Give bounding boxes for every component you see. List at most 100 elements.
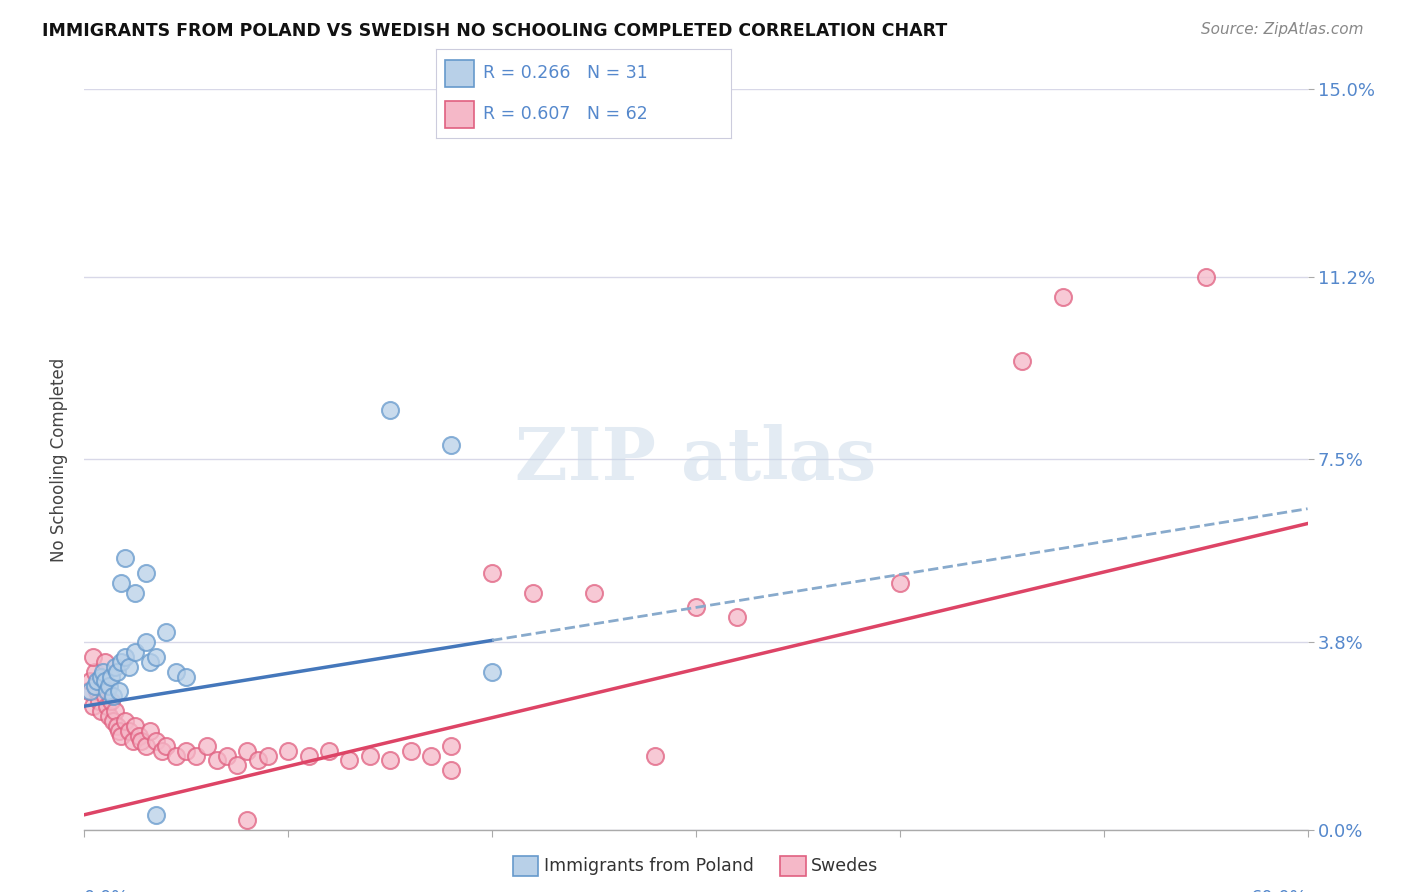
Text: R = 0.266   N = 31: R = 0.266 N = 31 (484, 64, 648, 82)
Point (205, 754, 228, 768)
Point (83, 680, 105, 694)
Point (1195, 269, 1218, 284)
Point (96, 699, 118, 714)
Point (131, 733, 153, 747)
Point (380, 754, 402, 768)
Point (96, 684, 118, 698)
Point (644, 748, 666, 763)
Point (440, 764, 463, 778)
Point (318, 743, 340, 757)
Point (101, 690, 124, 704)
Point (101, 714, 124, 728)
Point (118, 723, 141, 738)
Point (583, 585, 606, 599)
Point (108, 684, 131, 698)
Point (420, 748, 443, 763)
Point (79, 684, 101, 698)
Point (440, 739, 463, 753)
Point (93, 690, 115, 704)
Point (90, 669, 112, 683)
Point (110, 575, 132, 590)
Point (195, 739, 218, 753)
Point (87, 694, 110, 708)
Point (105, 665, 128, 679)
Point (91, 665, 114, 679)
Point (277, 743, 299, 757)
Point (1011, 353, 1033, 368)
Bar (444, 60, 474, 87)
Point (165, 748, 187, 763)
Text: 60.0%: 60.0% (1251, 888, 1308, 892)
Point (122, 733, 145, 747)
Point (110, 729, 132, 743)
Point (359, 748, 381, 763)
Point (110, 655, 132, 669)
Text: ZIP atlas: ZIP atlas (516, 424, 876, 495)
Point (97, 709, 120, 723)
Point (174, 669, 197, 683)
Point (82, 649, 104, 664)
Point (100, 694, 122, 708)
Point (685, 600, 707, 615)
Text: IMMIGRANTS FROM POLAND VS SWEDISH NO SCHOOLING COMPLETED CORRELATION CHART: IMMIGRANTS FROM POLAND VS SWEDISH NO SCH… (42, 22, 948, 40)
Point (93, 674, 115, 689)
Point (145, 807, 167, 822)
Point (93, 655, 115, 669)
Text: Swedes: Swedes (811, 857, 879, 875)
Point (82, 699, 104, 714)
Point (298, 748, 321, 763)
Point (236, 813, 259, 827)
Point (135, 635, 157, 649)
Point (145, 733, 167, 747)
Point (440, 437, 463, 451)
Point (481, 665, 503, 679)
Point (135, 739, 157, 753)
Point (108, 723, 131, 738)
Point (380, 403, 402, 417)
Point (725, 610, 748, 624)
Point (889, 575, 911, 590)
Point (104, 704, 127, 718)
Point (481, 566, 503, 580)
Point (114, 551, 136, 566)
Point (257, 748, 280, 763)
Point (165, 665, 187, 679)
Text: Immigrants from Poland: Immigrants from Poland (544, 857, 754, 875)
Point (86, 674, 108, 689)
Point (174, 743, 197, 757)
Text: 0.0%: 0.0% (84, 888, 129, 892)
Point (97, 680, 120, 694)
Point (522, 585, 544, 599)
Point (399, 743, 422, 757)
Point (83, 665, 105, 679)
Y-axis label: No Schooling Completed: No Schooling Completed (51, 358, 69, 561)
Point (155, 625, 177, 640)
Point (124, 585, 146, 599)
Point (114, 714, 136, 728)
Point (1052, 289, 1074, 303)
Point (104, 659, 127, 673)
Point (217, 748, 239, 763)
Text: R = 0.607   N = 62: R = 0.607 N = 62 (484, 105, 648, 123)
Point (86, 684, 108, 698)
Point (100, 669, 122, 683)
Point (226, 758, 249, 772)
Point (124, 645, 146, 659)
Point (138, 655, 160, 669)
Point (90, 704, 112, 718)
Text: Source: ZipAtlas.com: Source: ZipAtlas.com (1201, 22, 1364, 37)
Point (79, 674, 101, 689)
Point (155, 739, 177, 753)
Point (138, 723, 160, 738)
Bar (444, 101, 474, 128)
Point (114, 649, 136, 664)
Point (246, 754, 269, 768)
Point (186, 748, 208, 763)
Point (145, 649, 167, 664)
Point (118, 659, 141, 673)
Point (91, 680, 114, 694)
Point (339, 754, 361, 768)
Point (77, 684, 100, 698)
Point (105, 719, 128, 733)
Point (150, 743, 173, 757)
